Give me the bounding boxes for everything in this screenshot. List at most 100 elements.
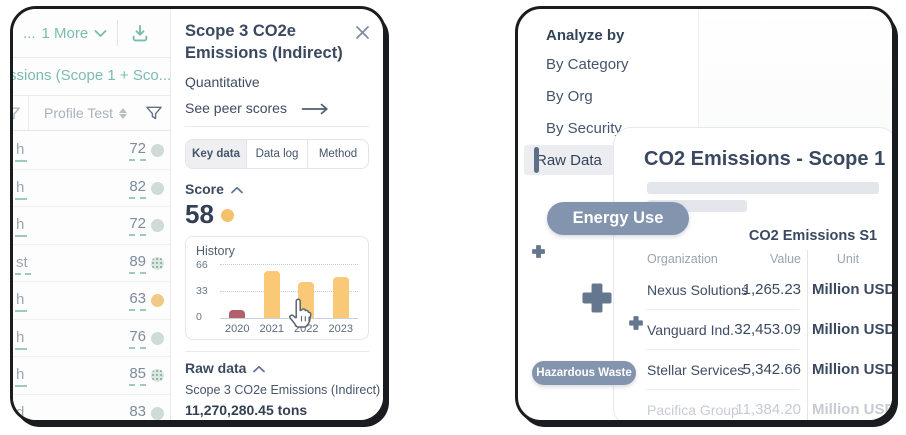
download-icon[interactable] — [130, 23, 150, 43]
co2-table-row[interactable]: Nexus Solutions 1,265.23 Million USD — [614, 270, 895, 310]
close-icon[interactable] — [355, 24, 370, 42]
sidebar-item-raw-data[interactable]: Raw Data — [524, 145, 628, 175]
row-value: 32,453.09 — [734, 321, 801, 338]
panel-divider — [185, 125, 369, 127]
raw-data-section-toggle[interactable]: Raw data — [185, 360, 369, 376]
column-header-profile-test[interactable]: Profile Test — [44, 105, 113, 121]
score-value: 82 — [129, 178, 146, 199]
bar-2023[interactable] — [332, 276, 349, 318]
toolbar-bottom-divider — [13, 57, 170, 58]
analyze-window: Women Employees Analyze by By Category B… — [515, 6, 895, 423]
status-dot — [151, 144, 164, 157]
score-status-dot — [220, 209, 234, 223]
active-item-accent — [534, 147, 539, 173]
tab-key-data[interactable]: Key data — [186, 139, 247, 168]
row-label-clipped: st — [15, 254, 31, 275]
see-peer-scores-link[interactable]: See peer scores — [185, 100, 369, 116]
filter-icon-clipped[interactable] — [13, 105, 20, 121]
row-label-clipped: h — [15, 366, 28, 387]
row-unit: Million USD — [812, 361, 895, 378]
co2-emissions-card: CO2 Emissions - Scope 1 CO2 Emissions S1… — [613, 127, 895, 420]
toolbar-divider — [117, 20, 119, 46]
plus-icon-small[interactable] — [628, 315, 644, 331]
chevron-up-icon — [253, 360, 266, 376]
row-label-clipped: h — [15, 329, 28, 350]
row-unit: Million USD — [812, 321, 895, 338]
row-separator — [647, 389, 799, 390]
peer-link-label: See peer scores — [185, 99, 287, 116]
x-tick: 2020 — [225, 322, 250, 335]
tag-energy-use[interactable]: Energy Use — [547, 202, 689, 235]
co2-table-row[interactable]: Pacifica Group 11,384.20 Million USD — [614, 390, 895, 420]
row-value: 1,265.23 — [742, 281, 801, 298]
y-tick: 66 — [196, 258, 208, 271]
gridline-33 — [220, 290, 358, 292]
score-value-row: 58 — [185, 199, 369, 230]
background-data-table: ... 1 More ssions (Scope 1 + Sco... — [13, 9, 171, 420]
score-value: 63 — [129, 290, 146, 311]
status-dot — [151, 369, 164, 382]
plus-icon-large[interactable] — [580, 281, 614, 315]
column-divider — [28, 96, 29, 130]
sidebar-item-by-security[interactable]: By Security — [546, 120, 622, 137]
row-label-clipped: d — [15, 404, 27, 421]
table-row: h 63 — [13, 282, 170, 320]
sort-icon[interactable] — [119, 107, 127, 119]
co2-table-row[interactable]: Vanguard Ind. 32,453.09 Million USD — [614, 310, 895, 350]
score-cell[interactable]: 72 — [129, 215, 164, 236]
table-row: h 85 — [13, 357, 170, 395]
x-tick: 2021 — [259, 322, 284, 335]
score-cell[interactable]: 72 — [129, 140, 164, 161]
bar-2020[interactable] — [229, 310, 246, 318]
status-dot — [151, 406, 164, 420]
tag-hazardous-waste[interactable]: Hazardous Waste — [532, 361, 636, 385]
table-row: d 83 — [13, 395, 170, 421]
sidebar-item-by-org[interactable]: By Org — [546, 88, 593, 105]
chart-title: History — [196, 243, 235, 258]
row-unit: Million USD — [812, 281, 895, 298]
co2-card-title: CO2 Emissions - Scope 1 — [644, 148, 886, 170]
bar-2021[interactable] — [263, 270, 280, 318]
panel-subtitle: Quantitative — [185, 73, 260, 90]
sidebar-item-by-category[interactable]: By Category — [546, 56, 629, 73]
more-label: 1 More — [41, 24, 89, 42]
y-tick: 33 — [196, 284, 208, 297]
status-dot — [151, 181, 164, 195]
panel-divider — [185, 350, 369, 352]
history-chart-card: History 66 33 0 — [185, 235, 369, 340]
score-value: 89 — [129, 253, 146, 274]
org-name: Nexus Solutions — [647, 282, 749, 298]
history-bar-chart: 66 33 0 2020 — [196, 259, 360, 335]
status-dot — [151, 294, 164, 307]
row-separator — [647, 309, 799, 310]
column-header-organization: Organization — [647, 252, 718, 266]
org-name: Vanguard Ind. — [647, 322, 734, 338]
filter-funnel-icon[interactable] — [146, 105, 162, 122]
y-tick: 0 — [196, 310, 202, 323]
score-cell[interactable]: 63 — [129, 290, 164, 311]
emissions-table-window: ... 1 More ssions (Scope 1 + Sco... — [10, 6, 386, 423]
table-row: st 89 — [13, 245, 170, 282]
co2-table-title: CO2 Emissions S1 — [748, 228, 878, 244]
row-value: 11,384.20 — [735, 401, 801, 418]
plus-icon-small[interactable] — [531, 244, 546, 259]
co2-table-row[interactable]: Stellar Services 5,342.66 Million USD — [614, 350, 895, 390]
more-columns-dropdown[interactable]: ... 1 More — [23, 25, 107, 42]
row-unit: Million USD — [812, 401, 895, 418]
table-header-row: Profile Test — [13, 95, 170, 131]
status-dot — [151, 219, 164, 232]
score-cell[interactable]: 76 — [129, 328, 164, 349]
score-cell[interactable]: 83 — [129, 403, 164, 421]
status-dot — [151, 256, 164, 270]
raw-metric-name: Scope 3 CO2e Emissions (Indirect) — [185, 382, 381, 397]
score-value: 76 — [129, 328, 146, 349]
score-section-toggle[interactable]: Score — [185, 181, 369, 197]
unit-column-divider — [807, 250, 808, 420]
score-cell[interactable]: 82 — [129, 178, 164, 199]
table-row: h 72 — [13, 132, 170, 170]
raw-data-label: Raw data — [185, 359, 247, 376]
score-cell[interactable]: 85 — [129, 365, 164, 386]
tab-method[interactable]: Method — [318, 147, 358, 160]
score-cell[interactable]: 89 — [129, 253, 164, 274]
tab-data-log[interactable]: Data log — [247, 139, 308, 168]
